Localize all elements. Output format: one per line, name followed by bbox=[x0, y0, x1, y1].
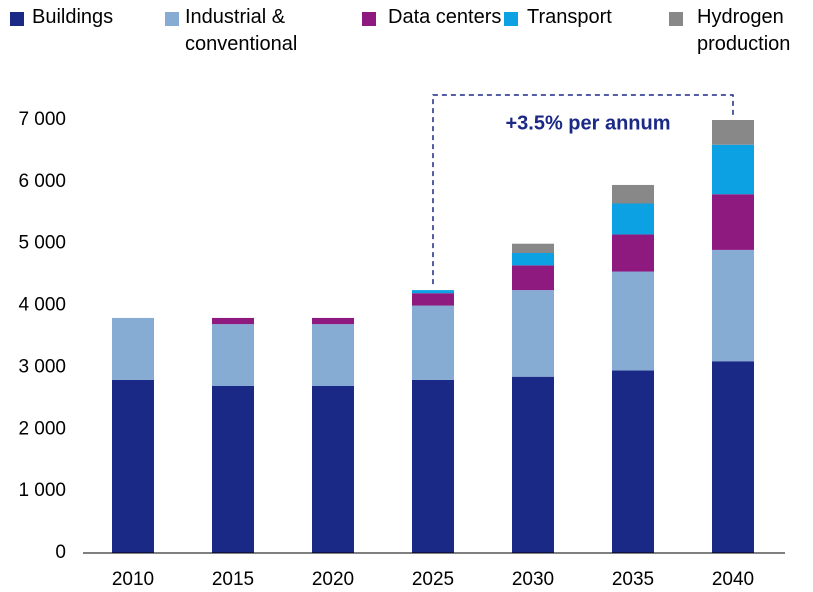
y-tick-label: 1 000 bbox=[18, 480, 66, 501]
legend-swatch bbox=[10, 12, 24, 26]
bar-segment bbox=[112, 317, 154, 380]
bar-segment bbox=[312, 324, 354, 386]
bar-segment bbox=[612, 234, 654, 272]
bar-segment bbox=[512, 290, 554, 377]
legend-label: Transport bbox=[527, 6, 612, 28]
annotation: +3.5% per annum bbox=[505, 112, 670, 134]
x-tick-label: 2035 bbox=[612, 569, 654, 590]
x-tick-label: 2015 bbox=[212, 569, 254, 590]
x-tick-label: 2030 bbox=[512, 569, 554, 590]
bar-segment bbox=[712, 194, 754, 250]
bar-segment bbox=[712, 361, 754, 553]
bar-segment bbox=[412, 293, 454, 306]
bar-segment bbox=[512, 243, 554, 253]
bar-segment bbox=[612, 184, 654, 204]
bar-segment bbox=[512, 265, 554, 291]
bar-segment bbox=[712, 144, 754, 195]
bar-segment bbox=[212, 324, 254, 386]
y-tick-label: 5 000 bbox=[18, 233, 66, 254]
legend-label: Data centers bbox=[388, 6, 502, 28]
x-tick-label: 2040 bbox=[712, 569, 754, 590]
bar-segment bbox=[612, 370, 654, 553]
legend-swatch bbox=[504, 12, 518, 26]
y-tick-label: 6 000 bbox=[18, 171, 66, 192]
x-tick-label: 2020 bbox=[312, 569, 354, 590]
legend-label: Hydrogen production bbox=[697, 6, 791, 55]
bar-segment bbox=[212, 317, 254, 325]
bar-segment bbox=[212, 385, 254, 553]
y-tick-label: 3 000 bbox=[18, 356, 66, 377]
bar-segment bbox=[112, 379, 154, 553]
bar-segment bbox=[612, 203, 654, 235]
bar-segment bbox=[312, 385, 354, 553]
y-tick-label: 0 bbox=[55, 542, 66, 563]
y-tick-label: 4 000 bbox=[18, 295, 66, 316]
bar-segment bbox=[412, 290, 454, 294]
legend-label: Buildings bbox=[32, 6, 114, 28]
bar-segment bbox=[312, 317, 354, 325]
bar-segment bbox=[712, 249, 754, 362]
bar-segment bbox=[612, 271, 654, 371]
bar-segment bbox=[712, 120, 754, 145]
bar-segment bbox=[412, 379, 454, 553]
bar-segment bbox=[412, 305, 454, 380]
x-tick-label: 2025 bbox=[412, 569, 454, 590]
y-tick-label: 7 000 bbox=[18, 109, 66, 130]
legend-swatch bbox=[669, 12, 683, 26]
legend-swatch bbox=[165, 12, 179, 26]
legend-swatch bbox=[362, 12, 376, 26]
bar-segment bbox=[512, 252, 554, 266]
y-tick-label: 2 000 bbox=[18, 418, 66, 439]
x-tick-label: 2010 bbox=[112, 569, 154, 590]
legend-label: Industrial & conventional bbox=[185, 6, 298, 55]
growth-bracket bbox=[432, 94, 734, 285]
bar-segment bbox=[512, 376, 554, 553]
